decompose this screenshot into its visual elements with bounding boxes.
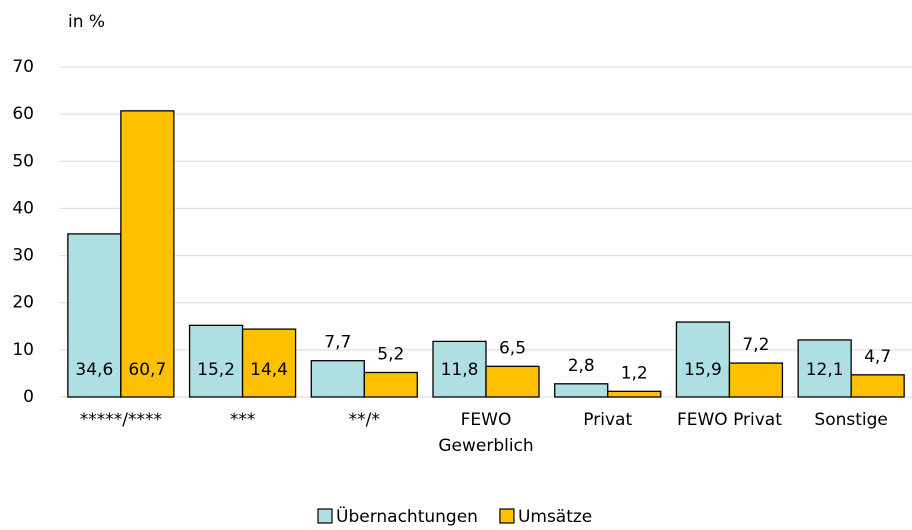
bar	[310, 360, 365, 398]
bar	[432, 340, 487, 398]
x-tick-label: ***	[229, 410, 256, 430]
x-tick-label: FEWO Privat	[676, 410, 782, 430]
data-label: 60,7	[128, 360, 166, 380]
bar	[67, 233, 122, 398]
y-tick-label: 0	[23, 387, 34, 407]
y-tick-label: 30	[12, 246, 34, 266]
data-label: 12,1	[806, 360, 844, 380]
legend-swatch	[317, 508, 333, 524]
bar	[120, 110, 175, 398]
data-label: 1,2	[621, 363, 648, 383]
bar	[607, 390, 662, 398]
x-tick-label: *****/****	[79, 410, 162, 430]
bar	[241, 328, 297, 398]
bar	[188, 324, 244, 398]
bar	[485, 365, 540, 398]
data-label: 6,5	[499, 338, 526, 358]
data-label: 15,2	[197, 360, 235, 380]
y-tick-label: 40	[12, 198, 34, 218]
x-tick-label: **/*	[348, 410, 380, 430]
bar	[850, 374, 905, 398]
legend-swatch	[499, 508, 515, 524]
data-label: 14,4	[250, 360, 288, 380]
data-label: 15,9	[684, 360, 722, 380]
y-tick-label: 10	[12, 340, 34, 360]
chart-title: in %	[68, 12, 105, 32]
bar	[728, 362, 784, 398]
y-tick-label: 50	[12, 151, 34, 171]
data-label: 2,8	[568, 356, 595, 376]
legend-label: Übernachtungen	[336, 505, 478, 527]
data-label: 7,7	[324, 333, 351, 353]
data-label: 7,2	[742, 335, 769, 355]
y-tick-label: 60	[12, 104, 34, 124]
bar	[675, 321, 731, 398]
bar	[363, 371, 418, 398]
x-tick-label: FEWO Gewerblich	[438, 410, 534, 456]
data-label: 4,7	[864, 347, 891, 367]
data-label: 5,2	[377, 344, 404, 364]
legend-label: Umsätze	[518, 507, 592, 527]
y-tick-label: 70	[12, 57, 34, 77]
x-tick-label: Sonstige	[814, 410, 888, 430]
data-label: 11,8	[441, 360, 479, 380]
x-tick-label: Privat	[583, 410, 633, 430]
data-label: 34,6	[75, 360, 113, 380]
y-tick-label: 20	[12, 293, 34, 313]
bar	[797, 339, 852, 398]
bar	[554, 383, 609, 398]
